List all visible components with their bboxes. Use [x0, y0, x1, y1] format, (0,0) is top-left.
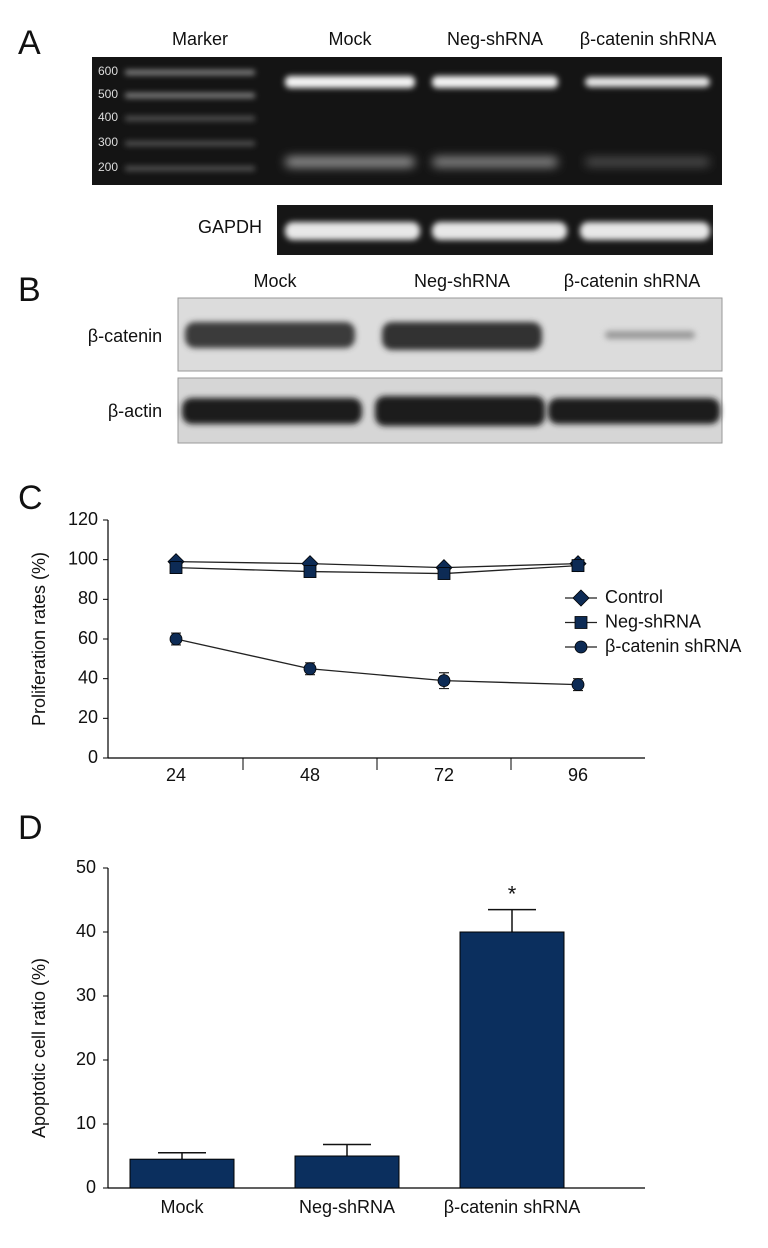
band: [285, 76, 415, 88]
x-tick-label: 24: [166, 765, 186, 785]
panel-label: C: [18, 479, 43, 517]
marker: [169, 561, 183, 574]
panel-label: B: [18, 271, 41, 309]
panel-label: A: [18, 24, 41, 62]
x-tick-label: Neg-shRNA: [299, 1197, 395, 1217]
ladder-band: [125, 166, 255, 171]
marker: [437, 567, 451, 580]
marker: [574, 640, 588, 654]
band: [382, 322, 542, 350]
lane-label: Marker: [172, 29, 228, 49]
row-label: β-actin: [108, 401, 162, 421]
marker: [437, 674, 451, 688]
band: [432, 222, 567, 240]
ladder-label: 400: [98, 110, 118, 124]
ladder-label: 200: [98, 160, 118, 174]
bar: [129, 1158, 235, 1189]
marker: [303, 662, 317, 676]
gel-label: GAPDH: [198, 217, 262, 237]
series-line: [175, 561, 579, 569]
marker: [303, 565, 317, 578]
y-tick-label: 30: [76, 985, 96, 1005]
ladder-label: 500: [98, 87, 118, 101]
legend-label: Control: [605, 587, 663, 607]
band: [182, 398, 362, 424]
band: [580, 222, 710, 240]
lane-label: β-catenin shRNA: [564, 271, 700, 291]
band: [548, 398, 720, 424]
x-tick-label: Mock: [160, 1197, 204, 1217]
band: [585, 158, 710, 166]
band: [432, 76, 558, 88]
legend-label: Neg-shRNA: [605, 611, 701, 631]
x-tick-label: 48: [300, 765, 320, 785]
y-axis-label: Proliferation rates (%): [29, 552, 49, 726]
bar: [459, 931, 565, 1189]
bar: [294, 1155, 400, 1189]
ladder-band: [125, 116, 255, 121]
y-axis-label: Apoptotic cell ratio (%): [29, 958, 49, 1138]
ladder-label: 300: [98, 135, 118, 149]
ladder-label: 600: [98, 64, 118, 78]
band: [285, 222, 420, 240]
series-line: [175, 564, 579, 575]
error-bar: [488, 908, 536, 932]
lane-label: Mock: [253, 271, 297, 291]
lane-label: Neg-shRNA: [447, 29, 543, 49]
ladder-band: [125, 141, 255, 146]
error-bar: [158, 1152, 206, 1160]
band: [585, 77, 710, 87]
y-tick-label: 60: [78, 628, 98, 648]
lane-label: β-catenin shRNA: [580, 29, 716, 49]
marker: [571, 678, 585, 692]
y-tick-label: 20: [78, 707, 98, 727]
ladder-band: [125, 70, 255, 75]
band: [432, 157, 558, 167]
ladder-band: [125, 93, 255, 98]
row-label: β-catenin: [88, 326, 162, 346]
x-tick-label: 72: [434, 765, 454, 785]
x-tick-label: β-catenin shRNA: [444, 1197, 580, 1217]
y-tick-label: 40: [78, 667, 98, 687]
gel-bands: [285, 76, 710, 167]
y-tick-label: 50: [76, 857, 96, 877]
lane-label: Neg-shRNA: [414, 271, 510, 291]
band: [375, 396, 545, 426]
y-tick-label: 0: [86, 1177, 96, 1197]
series-line: [175, 638, 579, 686]
marker: [572, 589, 590, 607]
error-bar: [323, 1143, 371, 1156]
y-tick-label: 10: [76, 1113, 96, 1133]
marker: [571, 559, 585, 573]
panel-label: D: [18, 809, 43, 847]
marker: [169, 632, 183, 646]
band: [285, 157, 415, 167]
x-tick-label: 96: [568, 765, 588, 785]
annotation: *: [508, 881, 517, 906]
y-tick-label: 20: [76, 1049, 96, 1069]
y-tick-label: 120: [68, 509, 98, 529]
band: [605, 331, 695, 339]
band: [185, 322, 355, 348]
y-tick-label: 80: [78, 588, 98, 608]
marker: [574, 616, 588, 629]
legend-label: β-catenin shRNA: [605, 636, 741, 656]
lane-label: Mock: [328, 29, 372, 49]
y-tick-label: 100: [68, 548, 98, 568]
y-tick-label: 0: [88, 747, 98, 767]
y-tick-label: 40: [76, 921, 96, 941]
